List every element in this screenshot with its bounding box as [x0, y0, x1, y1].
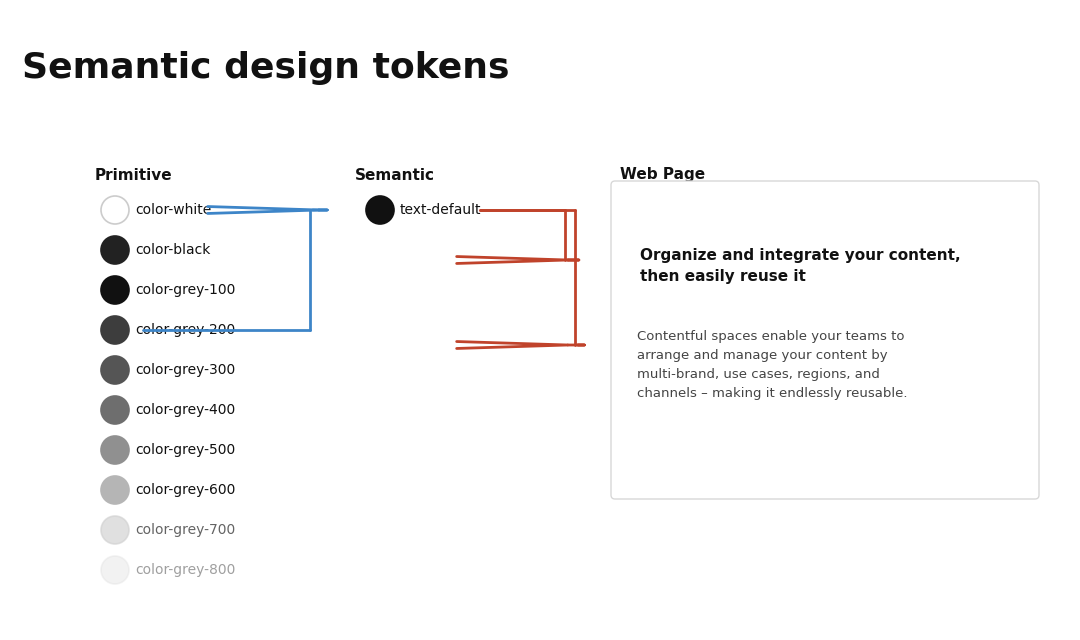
Circle shape: [102, 276, 129, 304]
Text: Primitive: Primitive: [95, 168, 173, 182]
Circle shape: [102, 236, 129, 264]
Text: color-grey-200: color-grey-200: [135, 323, 235, 337]
Text: Web Page: Web Page: [620, 168, 705, 182]
Circle shape: [366, 196, 394, 224]
Text: color-white: color-white: [135, 203, 212, 217]
Text: color-grey-800: color-grey-800: [135, 563, 235, 577]
Text: text-default: text-default: [400, 203, 482, 217]
Text: Organize and integrate your content,
then easily reuse it: Organize and integrate your content, the…: [640, 248, 960, 284]
Text: Contentful spaces enable your teams to
arrange and manage your content by
multi-: Contentful spaces enable your teams to a…: [637, 330, 907, 400]
Circle shape: [102, 396, 129, 424]
Text: color-grey-300: color-grey-300: [135, 363, 235, 377]
Circle shape: [102, 196, 129, 224]
Circle shape: [102, 356, 129, 384]
Text: color-grey-100: color-grey-100: [135, 283, 235, 297]
Circle shape: [102, 556, 129, 584]
Text: Semantic design tokens: Semantic design tokens: [22, 51, 510, 85]
Circle shape: [102, 516, 129, 544]
Text: color-grey-400: color-grey-400: [135, 403, 235, 417]
Circle shape: [102, 436, 129, 464]
Text: color-grey-600: color-grey-600: [135, 483, 235, 497]
Circle shape: [102, 316, 129, 344]
Text: color-grey-700: color-grey-700: [135, 523, 235, 537]
Text: color-grey-500: color-grey-500: [135, 443, 235, 457]
FancyBboxPatch shape: [611, 181, 1039, 499]
Circle shape: [102, 476, 129, 504]
Text: Semantic: Semantic: [355, 168, 435, 182]
Text: color-black: color-black: [135, 243, 211, 257]
